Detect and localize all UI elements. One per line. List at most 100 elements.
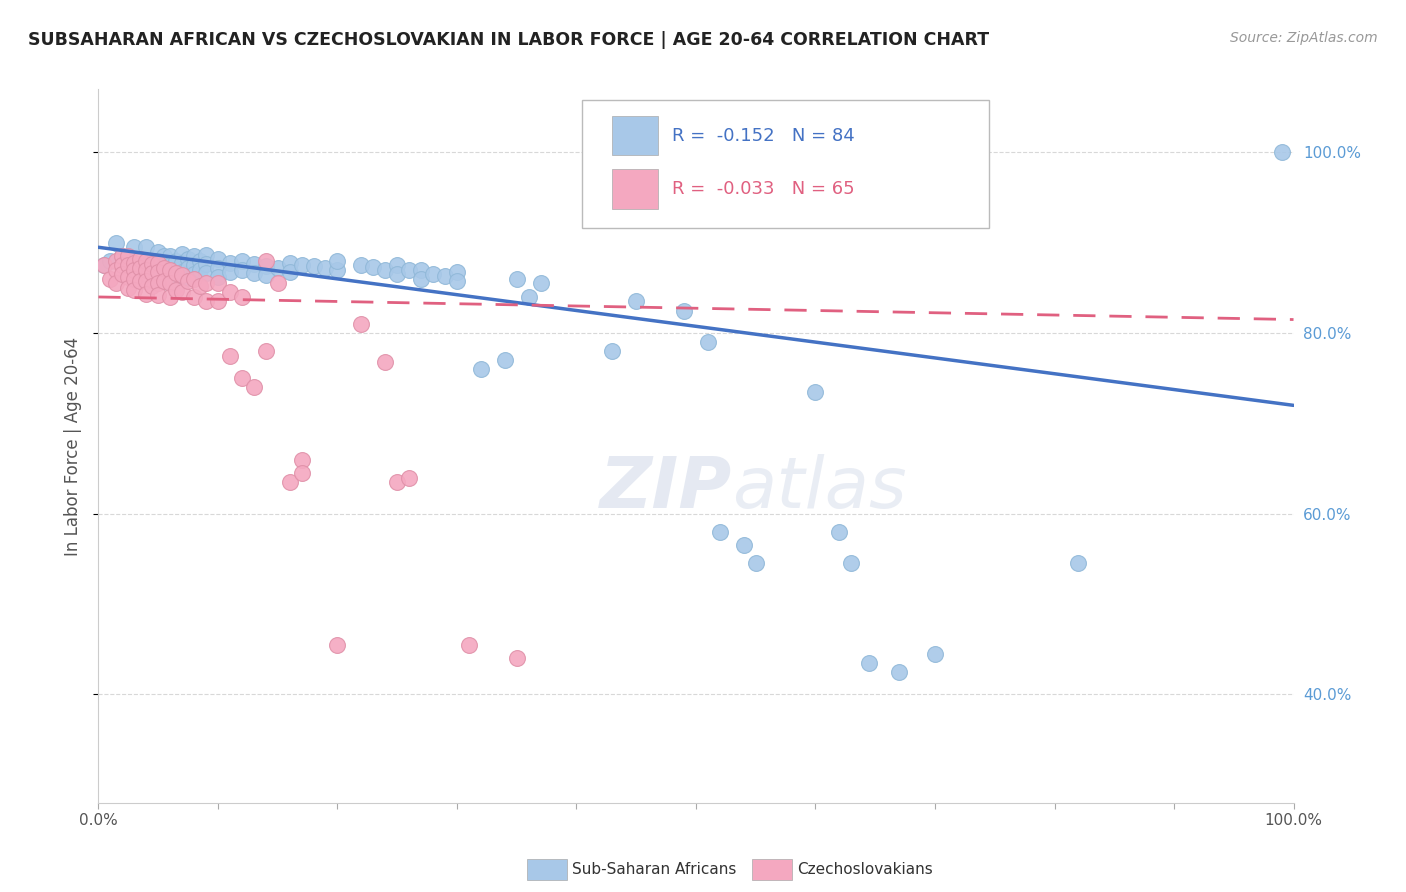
Y-axis label: In Labor Force | Age 20-64: In Labor Force | Age 20-64 — [65, 336, 83, 556]
Point — [350, 317, 373, 331]
Text: atlas: atlas — [733, 454, 907, 524]
Point — [350, 258, 373, 272]
Point — [153, 249, 176, 263]
Point — [243, 267, 266, 281]
Point — [105, 263, 128, 277]
Point — [411, 272, 433, 286]
Point — [148, 255, 170, 269]
Point — [159, 276, 181, 290]
Point — [93, 258, 115, 272]
Point — [177, 261, 200, 276]
Point — [267, 261, 290, 276]
Text: Czechoslovakians: Czechoslovakians — [797, 863, 934, 877]
Point — [302, 259, 325, 273]
Point — [207, 276, 229, 290]
Point — [458, 638, 481, 652]
Text: R =  -0.152   N = 84: R = -0.152 N = 84 — [672, 127, 855, 145]
Point — [1067, 557, 1090, 571]
Point — [278, 265, 301, 279]
Point — [159, 263, 181, 277]
Point — [207, 261, 229, 276]
Point — [385, 475, 409, 490]
Point — [111, 268, 134, 282]
Point — [111, 249, 134, 263]
Point — [135, 253, 157, 268]
Point — [1271, 145, 1294, 160]
Bar — [613, 169, 658, 209]
Point — [124, 283, 146, 297]
Point — [315, 261, 337, 276]
Point — [470, 362, 492, 376]
Point — [398, 263, 420, 277]
Point — [506, 651, 529, 665]
Point — [267, 277, 290, 291]
Point — [165, 272, 187, 286]
Point — [804, 384, 827, 399]
Point — [494, 353, 516, 368]
Point — [243, 257, 266, 271]
Point — [278, 475, 301, 490]
Text: Sub-Saharan Africans: Sub-Saharan Africans — [572, 863, 737, 877]
Point — [148, 272, 170, 286]
Point — [172, 285, 194, 300]
Bar — [613, 116, 658, 155]
Point — [219, 285, 242, 300]
Point — [165, 253, 187, 268]
Point — [165, 263, 187, 277]
Point — [153, 268, 176, 282]
Point — [141, 257, 163, 271]
Point — [231, 371, 253, 385]
Point — [124, 263, 146, 277]
Point — [745, 557, 768, 571]
Point — [183, 249, 205, 263]
Point — [841, 557, 863, 571]
Point — [183, 258, 205, 272]
Point — [117, 281, 139, 295]
Point — [105, 253, 128, 268]
Point — [111, 258, 134, 272]
Text: R =  -0.033   N = 65: R = -0.033 N = 65 — [672, 180, 855, 198]
Point — [673, 303, 696, 318]
Point — [117, 258, 139, 272]
Point — [188, 253, 211, 268]
Point — [172, 268, 194, 283]
Point — [243, 380, 266, 394]
Point — [124, 258, 146, 272]
Point — [924, 647, 946, 661]
Point — [326, 263, 349, 277]
Point — [148, 265, 170, 279]
Point — [98, 253, 122, 268]
Point — [117, 249, 139, 263]
Point — [195, 267, 218, 281]
Point — [105, 277, 128, 291]
Point — [411, 263, 433, 277]
Point — [165, 283, 187, 297]
Point — [135, 258, 157, 272]
Point — [446, 274, 468, 288]
Point — [517, 290, 540, 304]
Point — [148, 244, 170, 259]
Point — [135, 287, 157, 301]
Point — [697, 335, 720, 350]
Point — [141, 253, 163, 268]
Point — [219, 349, 242, 363]
Point — [254, 344, 277, 359]
Point — [291, 452, 314, 467]
Point — [858, 656, 880, 670]
Point — [177, 252, 200, 266]
Point — [124, 272, 146, 286]
Point — [231, 253, 253, 268]
Point — [195, 293, 218, 308]
Point — [709, 524, 731, 539]
Point — [828, 524, 851, 539]
Point — [231, 263, 253, 277]
Point — [117, 249, 139, 263]
Point — [135, 268, 157, 282]
Point — [129, 261, 152, 276]
Point — [141, 279, 163, 293]
Point — [153, 258, 176, 272]
Point — [148, 277, 170, 291]
Point — [207, 270, 229, 285]
Point — [124, 240, 146, 254]
Point — [141, 267, 163, 281]
